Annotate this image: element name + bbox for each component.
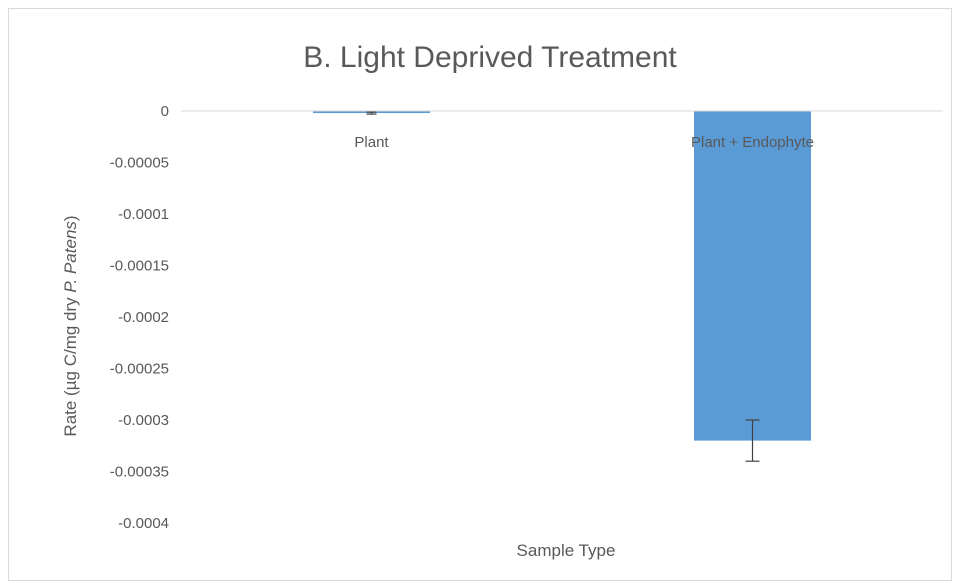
- y-tick-label: 0: [161, 103, 169, 120]
- y-axis-title-suffix: ): [61, 215, 80, 221]
- y-axis-ticks: 0 -0.00005 -0.0001 -0.00015 -0.0002 -0.00025 -…: [110, 103, 169, 532]
- y-axis-title-prefix: Rate (µg C/mg dry: [61, 293, 80, 437]
- y-tick-label: -0.00025: [110, 361, 169, 378]
- y-axis-title-species: P. Patens: [61, 221, 80, 293]
- chart-title: B. Light Deprived Treatment: [303, 41, 677, 74]
- x-axis-title: Sample Type: [517, 541, 616, 560]
- error-bars: [366, 111, 760, 462]
- chart-area: B. Light Deprived Treatment 0 -0.00005 -0.…: [8, 8, 952, 581]
- category-label: Plant + Endophyte: [691, 134, 814, 151]
- y-tick-label: -0.00015: [110, 258, 169, 275]
- bars: [313, 111, 811, 441]
- y-tick-label: -0.00005: [110, 155, 169, 172]
- bar: [694, 111, 811, 441]
- y-tick-label: -0.0004: [118, 515, 169, 532]
- bar-chart: B. Light Deprived Treatment 0 -0.00005 -0.…: [61, 41, 943, 560]
- y-tick-label: -0.0001: [118, 206, 169, 223]
- y-tick-label: -0.00035: [110, 464, 169, 481]
- category-labels: Plant Plant + Endophyte: [354, 134, 814, 151]
- y-tick-label: -0.0002: [118, 309, 169, 326]
- y-tick-label: -0.0003: [118, 412, 169, 429]
- category-label: Plant: [354, 134, 389, 151]
- y-axis-title: Rate (µg C/mg dry P. Patens): [61, 215, 80, 436]
